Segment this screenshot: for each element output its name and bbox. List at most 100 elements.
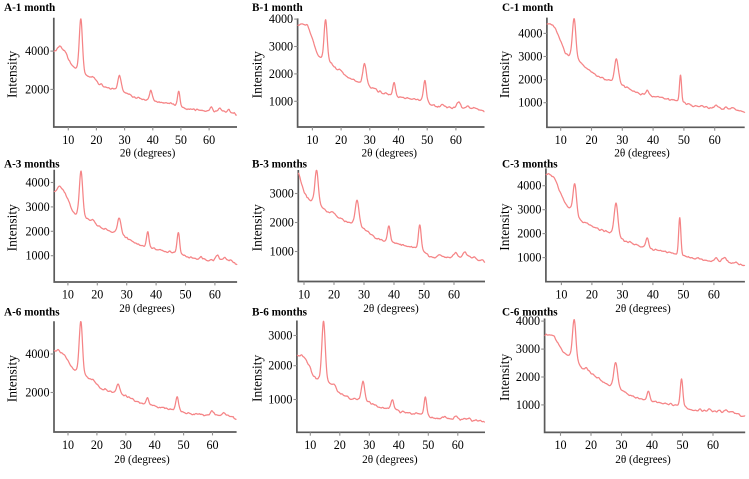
svg-text:1000: 1000 bbox=[268, 393, 292, 407]
svg-text:1000: 1000 bbox=[516, 398, 540, 412]
svg-text:10: 10 bbox=[304, 438, 316, 452]
svg-text:60: 60 bbox=[206, 438, 218, 452]
svg-text:2000: 2000 bbox=[26, 224, 50, 238]
svg-text:2θ (degrees): 2θ (degrees) bbox=[362, 454, 418, 466]
svg-text:50: 50 bbox=[178, 438, 190, 452]
svg-text:60: 60 bbox=[452, 438, 464, 452]
svg-text:4000: 4000 bbox=[25, 347, 49, 361]
svg-text:4000: 4000 bbox=[269, 12, 293, 26]
svg-text:1000: 1000 bbox=[517, 251, 541, 265]
svg-text:2000: 2000 bbox=[516, 370, 540, 384]
svg-text:C-3 months: C-3 months bbox=[502, 158, 558, 170]
svg-text:4000: 4000 bbox=[26, 176, 50, 190]
svg-text:B-1 month: B-1 month bbox=[252, 2, 303, 14]
svg-text:2000: 2000 bbox=[518, 73, 542, 87]
svg-text:20: 20 bbox=[91, 438, 103, 452]
svg-text:3000: 3000 bbox=[517, 203, 541, 217]
svg-text:2000: 2000 bbox=[268, 359, 292, 373]
svg-text:50: 50 bbox=[422, 438, 434, 452]
svg-text:50: 50 bbox=[175, 133, 187, 147]
svg-text:3000: 3000 bbox=[516, 342, 540, 356]
svg-text:30: 30 bbox=[363, 438, 375, 452]
svg-text:1000: 1000 bbox=[270, 245, 294, 259]
svg-text:30: 30 bbox=[615, 438, 627, 452]
svg-text:50: 50 bbox=[179, 288, 191, 302]
svg-text:20: 20 bbox=[335, 133, 347, 147]
svg-text:2000: 2000 bbox=[25, 386, 49, 400]
svg-text:Intensity: Intensity bbox=[5, 355, 20, 402]
svg-text:3000: 3000 bbox=[269, 40, 293, 54]
svg-text:2θ (degrees): 2θ (degrees) bbox=[615, 303, 671, 315]
svg-text:40: 40 bbox=[646, 438, 658, 452]
svg-text:50: 50 bbox=[678, 133, 690, 147]
svg-text:2θ (degrees): 2θ (degrees) bbox=[363, 303, 419, 315]
svg-text:60: 60 bbox=[209, 288, 221, 302]
svg-text:B-6 months: B-6 months bbox=[252, 306, 308, 318]
svg-text:30: 30 bbox=[120, 438, 132, 452]
svg-text:50: 50 bbox=[677, 288, 689, 302]
svg-text:A-3 months: A-3 months bbox=[4, 158, 60, 170]
svg-text:30: 30 bbox=[119, 133, 131, 147]
svg-text:1000: 1000 bbox=[26, 249, 50, 263]
svg-text:20: 20 bbox=[90, 133, 102, 147]
svg-text:50: 50 bbox=[421, 133, 433, 147]
svg-text:30: 30 bbox=[358, 288, 370, 302]
svg-text:2θ (degrees): 2θ (degrees) bbox=[114, 454, 170, 466]
svg-text:20: 20 bbox=[586, 288, 598, 302]
svg-text:40: 40 bbox=[393, 438, 405, 452]
svg-text:10: 10 bbox=[62, 133, 74, 147]
svg-text:40: 40 bbox=[392, 133, 404, 147]
svg-text:1000: 1000 bbox=[518, 96, 542, 110]
svg-text:A-1 month: A-1 month bbox=[4, 2, 56, 14]
svg-text:10: 10 bbox=[62, 438, 74, 452]
svg-text:3000: 3000 bbox=[518, 50, 542, 64]
svg-text:A-6 months: A-6 months bbox=[4, 306, 60, 318]
svg-text:Intensity: Intensity bbox=[249, 51, 264, 98]
svg-text:Intensity: Intensity bbox=[249, 204, 264, 251]
svg-text:50: 50 bbox=[418, 288, 430, 302]
svg-text:10: 10 bbox=[298, 288, 310, 302]
svg-text:50: 50 bbox=[676, 438, 688, 452]
svg-text:2000: 2000 bbox=[25, 82, 49, 96]
svg-text:2θ (degrees): 2θ (degrees) bbox=[614, 148, 670, 160]
svg-text:4000: 4000 bbox=[518, 26, 542, 40]
svg-text:30: 30 bbox=[364, 133, 376, 147]
svg-text:30: 30 bbox=[616, 288, 628, 302]
svg-text:2000: 2000 bbox=[269, 67, 293, 81]
svg-text:3000: 3000 bbox=[270, 187, 294, 201]
svg-text:10: 10 bbox=[62, 288, 74, 302]
svg-text:10: 10 bbox=[555, 288, 567, 302]
svg-text:10: 10 bbox=[554, 438, 566, 452]
svg-text:20: 20 bbox=[328, 288, 340, 302]
svg-text:60: 60 bbox=[707, 438, 719, 452]
svg-text:Intensity: Intensity bbox=[5, 51, 20, 98]
svg-text:10: 10 bbox=[306, 133, 318, 147]
svg-text:1000: 1000 bbox=[269, 94, 293, 108]
svg-text:Intensity: Intensity bbox=[249, 355, 264, 402]
svg-text:2θ (degrees): 2θ (degrees) bbox=[120, 148, 176, 160]
svg-text:2000: 2000 bbox=[270, 216, 294, 230]
svg-text:3000: 3000 bbox=[268, 329, 292, 343]
svg-text:2000: 2000 bbox=[517, 227, 541, 241]
svg-text:4000: 4000 bbox=[25, 44, 49, 58]
svg-text:Intensity: Intensity bbox=[497, 203, 512, 250]
svg-text:Intensity: Intensity bbox=[497, 354, 512, 401]
svg-text:C-6 months: C-6 months bbox=[502, 306, 558, 318]
svg-text:10: 10 bbox=[555, 133, 567, 147]
svg-text:2θ (degrees): 2θ (degrees) bbox=[362, 148, 418, 160]
svg-text:40: 40 bbox=[147, 133, 159, 147]
svg-text:40: 40 bbox=[647, 288, 659, 302]
svg-text:4000: 4000 bbox=[517, 179, 541, 193]
svg-text:20: 20 bbox=[91, 288, 103, 302]
svg-text:60: 60 bbox=[708, 288, 720, 302]
svg-text:40: 40 bbox=[647, 133, 659, 147]
svg-text:2θ (degrees): 2θ (degrees) bbox=[119, 303, 175, 315]
svg-text:4000: 4000 bbox=[516, 314, 540, 328]
svg-text:20: 20 bbox=[334, 438, 346, 452]
svg-text:40: 40 bbox=[150, 288, 162, 302]
svg-text:Intensity: Intensity bbox=[5, 204, 20, 251]
svg-text:40: 40 bbox=[388, 288, 400, 302]
svg-text:40: 40 bbox=[149, 438, 161, 452]
svg-text:20: 20 bbox=[585, 438, 597, 452]
svg-text:3000: 3000 bbox=[26, 200, 50, 214]
